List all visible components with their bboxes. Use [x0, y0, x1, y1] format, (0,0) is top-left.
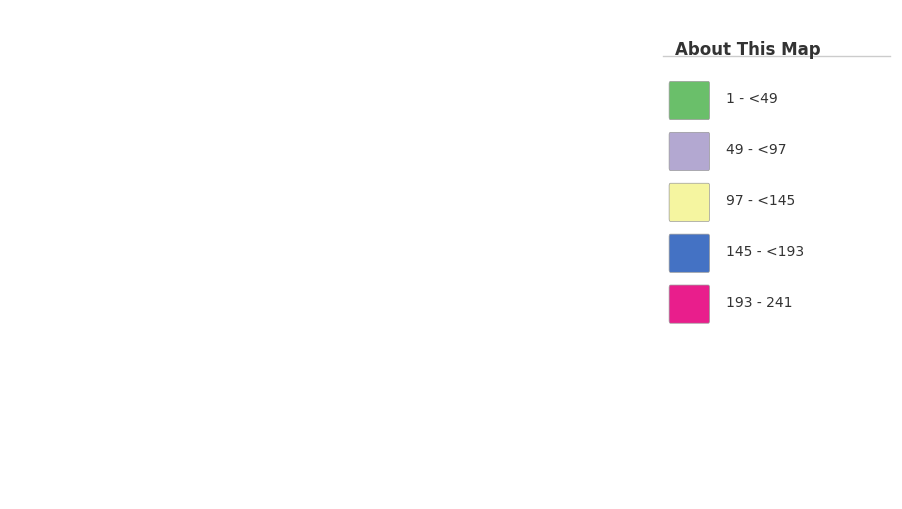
Text: 49 - <97: 49 - <97 — [725, 143, 786, 157]
Text: Poona, by state of residence, as of: Poona, by state of residence, as of — [467, 20, 724, 35]
FancyBboxPatch shape — [668, 285, 709, 323]
FancyBboxPatch shape — [668, 132, 709, 171]
Text: 1 - <49: 1 - <49 — [725, 92, 777, 106]
FancyBboxPatch shape — [668, 234, 709, 272]
Text: January 21, 2016 (n=888): January 21, 2016 (n=888) — [13, 71, 204, 87]
FancyBboxPatch shape — [668, 183, 709, 221]
Text: Salmonella: Salmonella — [383, 20, 465, 35]
Text: 193 - 241: 193 - 241 — [725, 296, 792, 310]
Text: 145 - <193: 145 - <193 — [725, 245, 804, 259]
Text: 97 - <145: 97 - <145 — [725, 194, 795, 208]
Text: About This Map: About This Map — [675, 41, 820, 59]
FancyBboxPatch shape — [668, 81, 709, 120]
Text: People infected with the outbreak strains of: People infected with the outbreak strain… — [13, 20, 338, 35]
